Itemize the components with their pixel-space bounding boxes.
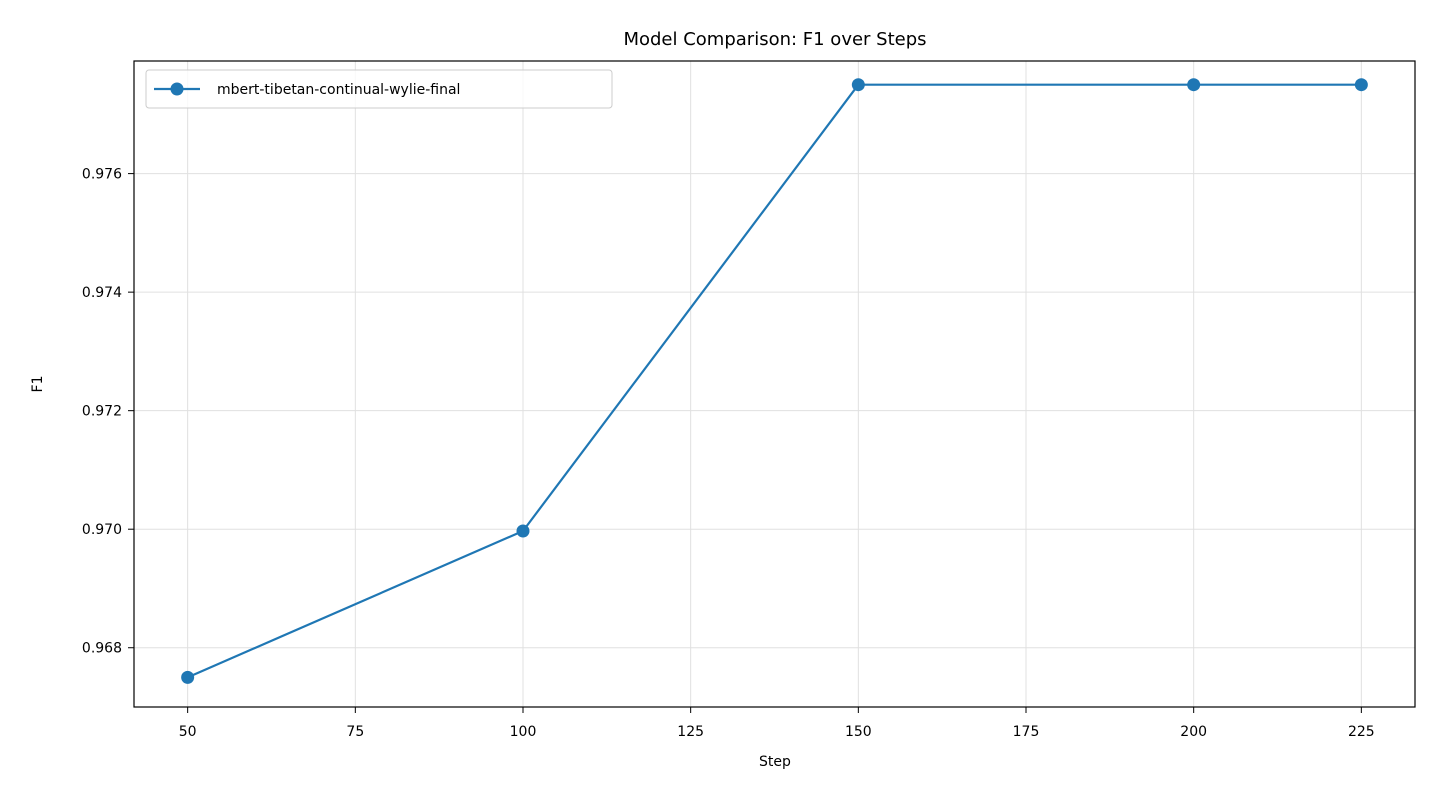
data-point-marker [181, 670, 195, 684]
x-tick-label: 150 [845, 724, 872, 740]
x-axis-ticks: 50 75 100 125 150 175 200 225 [179, 707, 1375, 740]
series-layer [181, 78, 1368, 684]
data-point-marker [516, 524, 530, 538]
legend-marker-swatch [170, 82, 184, 96]
data-point-marker [1354, 78, 1368, 92]
y-tick-label: 0.976 [82, 167, 122, 183]
y-tick-label: 0.968 [82, 641, 122, 657]
y-axis-ticks: 0.968 0.970 0.972 0.974 0.976 [82, 167, 134, 657]
x-tick-label: 75 [346, 724, 364, 740]
x-tick-label: 200 [1180, 724, 1207, 740]
legend-box [145, 69, 613, 109]
y-tick-label: 0.970 [82, 522, 122, 538]
y-tick-label: 0.972 [82, 404, 122, 420]
legend: mbert-tibetan-continual-wylie-final [145, 69, 613, 109]
grid-lines [134, 61, 1415, 707]
x-axis-label: Step [759, 754, 791, 770]
x-tick-label: 125 [677, 724, 704, 740]
y-tick-label: 0.974 [82, 285, 122, 301]
x-tick-label: 175 [1013, 724, 1040, 740]
chart-title: Model Comparison: F1 over Steps [623, 29, 926, 50]
legend-entry-label: mbert-tibetan-continual-wylie-final [217, 82, 460, 98]
x-tick-label: 225 [1348, 724, 1375, 740]
x-tick-label: 100 [510, 724, 537, 740]
x-tick-label: 50 [179, 724, 197, 740]
plot-frame [133, 60, 1416, 708]
data-point-marker [1187, 78, 1201, 92]
y-axis-label: F1 [30, 376, 46, 393]
data-point-marker [851, 78, 865, 92]
